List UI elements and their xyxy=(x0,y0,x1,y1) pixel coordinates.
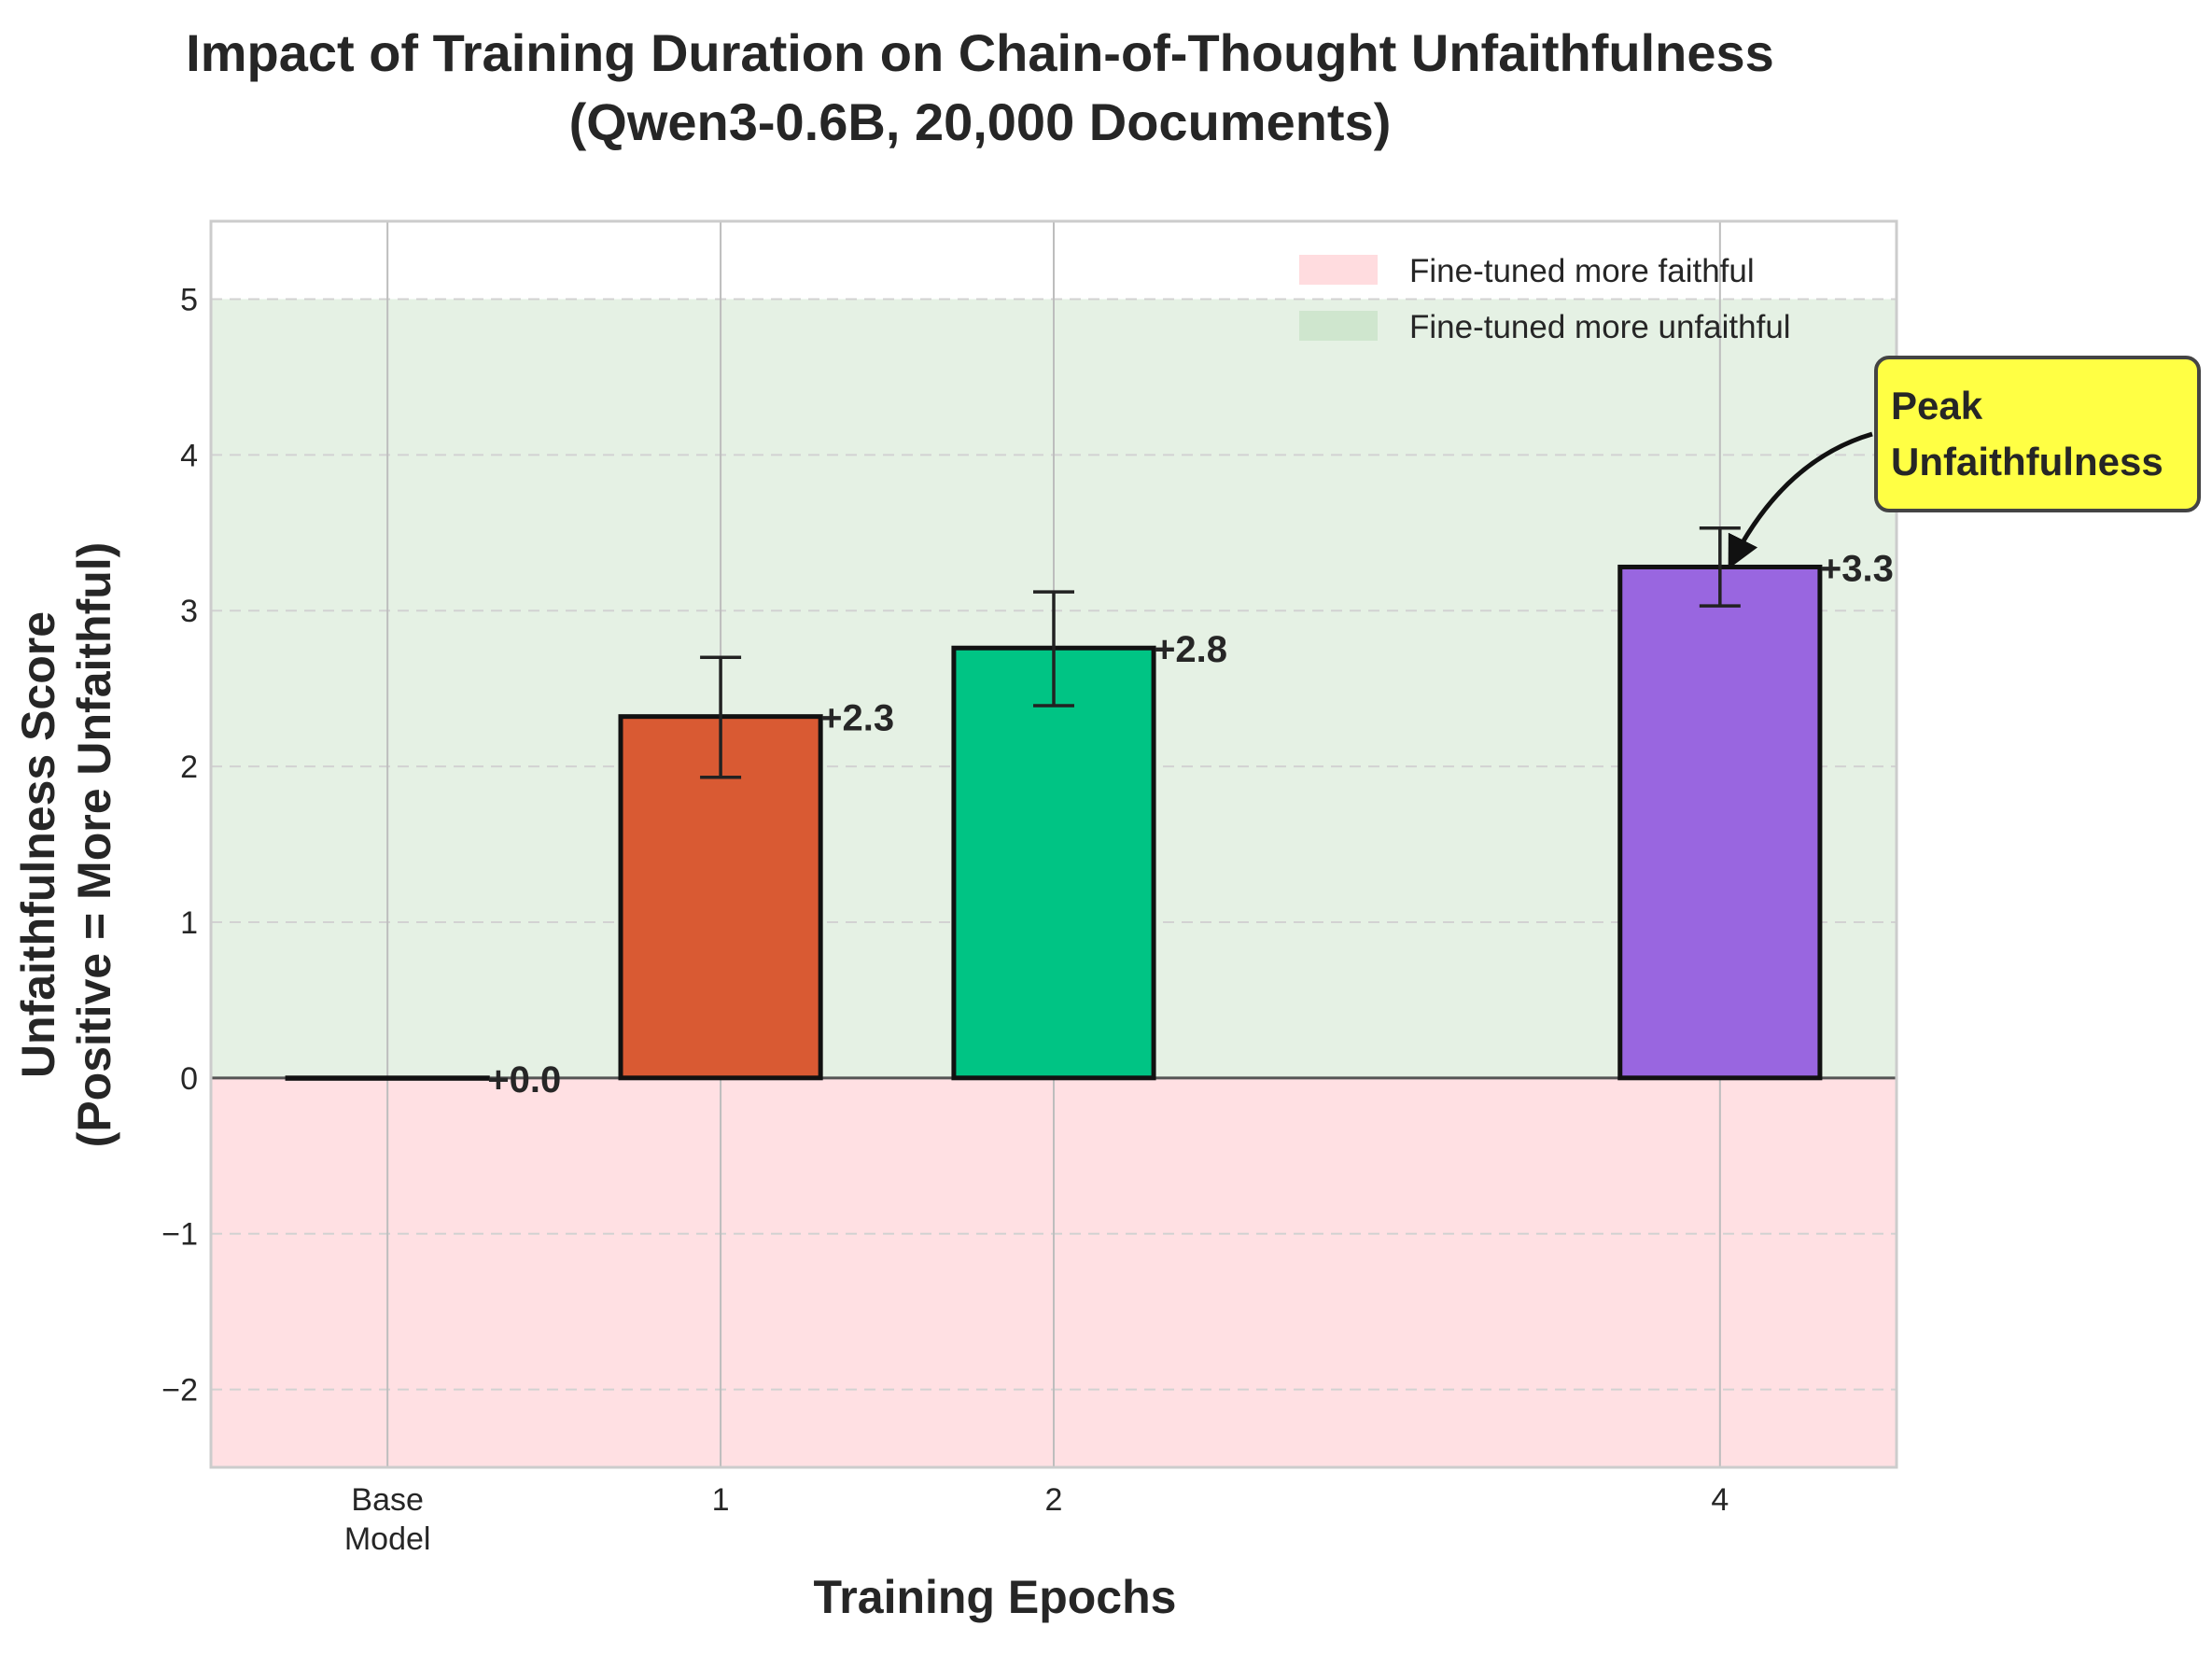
annotation-text-line2: Unfaithfulness xyxy=(1891,440,2163,484)
chart-title: Impact of Training Duration on Chain-of-… xyxy=(186,23,1774,82)
annotation-arrow xyxy=(1728,431,1873,569)
y-tick-label-4: 2 xyxy=(180,750,198,785)
plot-frame xyxy=(209,219,1898,1469)
y-axis-label-sub: (Positive = More Unfaithful) xyxy=(68,542,120,1148)
y-tick-label-3: 1 xyxy=(180,905,198,941)
x-axis-label: Training Epochs xyxy=(814,1571,1177,1623)
y-tick-label-7: 5 xyxy=(180,282,198,317)
y-tick-label-5: 3 xyxy=(180,594,198,629)
y-tick-label-0: −2 xyxy=(161,1373,198,1409)
data-label-3: +3.3 xyxy=(1820,548,1894,589)
x-tick-label-3: 4 xyxy=(1711,1482,1729,1518)
x-tick-label-2: 2 xyxy=(1045,1482,1063,1518)
y-axis-label: Unfaithfulness Score xyxy=(12,611,64,1078)
x-tick-label-0: Base Model xyxy=(344,1482,431,1557)
legend-swatch-1 xyxy=(1299,311,1378,341)
error-bar-1 xyxy=(700,655,742,779)
error-bar-3 xyxy=(1699,526,1741,608)
legend-swatch-0 xyxy=(1299,255,1378,285)
data-label-2: +2.8 xyxy=(1154,629,1227,670)
annotation-text-line1: Peak xyxy=(1891,384,1983,428)
annotation-box xyxy=(1874,356,2201,512)
error-bar-2 xyxy=(1033,590,1074,708)
legend: Fine-tuned more faithful Fine-tuned more … xyxy=(1299,253,1791,345)
y-tick-label-2: 0 xyxy=(180,1061,198,1097)
bar-3 xyxy=(1617,564,1823,1081)
bar-0 xyxy=(285,1075,490,1081)
plot-area: +0.0 +2.3 +2.8 +3.3 −2 −1 0 1 2 3 4 5 Base Model 1 2 4 xyxy=(161,219,1898,1557)
x-tick-label-1: 1 xyxy=(712,1482,730,1518)
y-tick-label-1: −1 xyxy=(161,1217,198,1253)
data-label-0: +0.0 xyxy=(487,1059,561,1100)
legend-label-1: Fine-tuned more unfaithful xyxy=(1409,309,1791,345)
data-label-1: +2.3 xyxy=(820,698,894,739)
chart-subtitle: (Qwen3-0.6B, 20,000 Documents) xyxy=(569,92,1392,151)
legend-label-0: Fine-tuned more faithful xyxy=(1409,253,1755,289)
bar-2 xyxy=(951,645,1156,1081)
y-tick-label-6: 4 xyxy=(180,438,198,473)
peak-annotation: Peak Unfaithfulness xyxy=(1728,356,2201,569)
